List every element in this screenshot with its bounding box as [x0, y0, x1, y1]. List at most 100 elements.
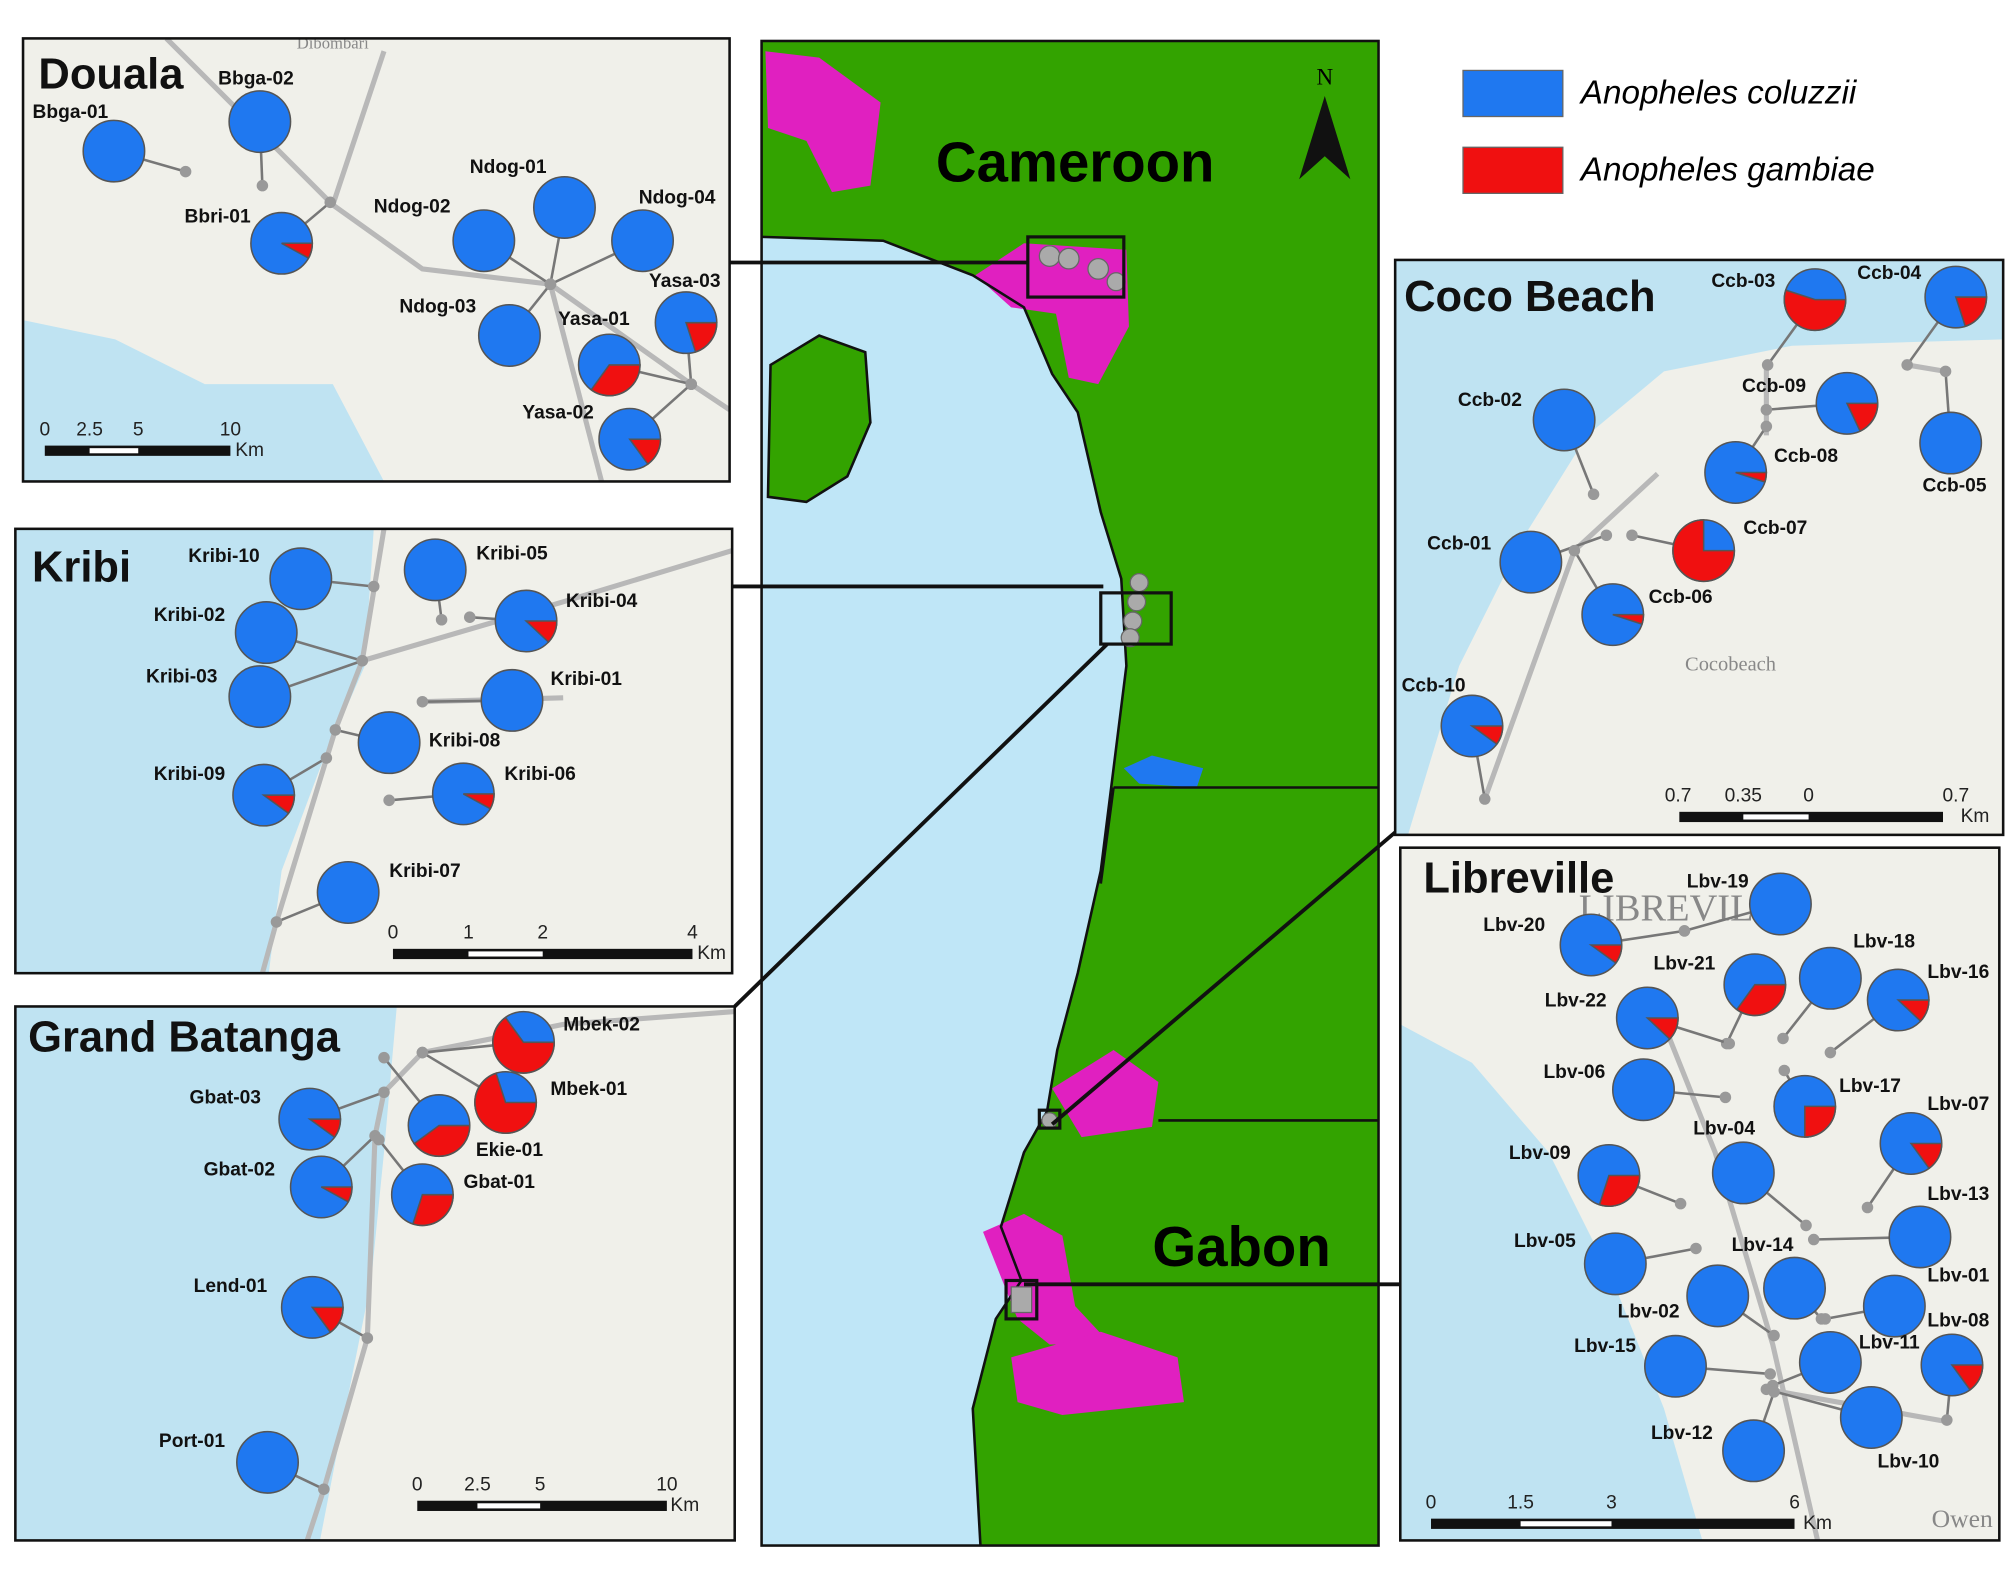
site-point [324, 196, 336, 209]
scale-tick-label: 4 [687, 923, 698, 944]
site-label: Kribi-03 [146, 666, 217, 687]
legend-label: Anopheles gambiae [1579, 151, 1875, 188]
coastline [761, 235, 1128, 1546]
scale-tick-label: 2.5 [76, 419, 103, 440]
site-point [1690, 1242, 1702, 1255]
site-point [1939, 365, 1952, 378]
site-label: Lbv-12 [1651, 1423, 1713, 1444]
inset-content: LIBREVILLEOwenLbv-19Lbv-20Lbv-21Lbv-18Lb… [1400, 847, 2000, 1541]
site-label: Ccb-10 [1402, 675, 1466, 696]
scale-bar [1679, 811, 1944, 823]
road [1661, 1023, 1821, 1541]
site-point [383, 794, 395, 807]
pie-coluzzii [403, 538, 467, 602]
site-label: Kribi-01 [551, 669, 623, 690]
pie-gambiae [462, 793, 495, 810]
pie-coluzzii [452, 209, 516, 273]
scale-tick-label: 0 [1426, 1492, 1437, 1513]
pie-coluzzii [532, 175, 596, 239]
road [547, 283, 605, 482]
inset-frame [1393, 258, 2005, 837]
scale-tick-label: 0.7 [1665, 786, 1692, 807]
pie-coluzzii [1643, 1334, 1707, 1398]
pie-gambiae [1672, 519, 1736, 583]
north-label: N [1316, 64, 1333, 90]
site-label: Kribi-06 [504, 764, 575, 785]
pie-coluzzii [228, 665, 292, 729]
site-point [544, 278, 557, 291]
inset-map: Kribi-10 Kribi-05 Kribi-04 Kribi-02 Kribi-03… [14, 527, 734, 975]
site-label: Lbv-13 [1927, 1184, 1989, 1205]
site-label: Ndog-02 [374, 197, 451, 218]
scale-tick-label: 0.7 [1942, 786, 1969, 807]
pie-coluzzii [611, 209, 675, 273]
inset-map: Mbek-02 Mbek-01 Gbat-03 Ekie-01 Gbat-02 Gbat-… [14, 1005, 736, 1542]
pie-gambiae [524, 620, 558, 644]
scale-tick-label: 0 [1803, 786, 1814, 807]
pie-coluzzii [228, 90, 292, 154]
inset-content: Dibombari Bbga-01 Bbga-02 Bbri-01 Ndog-01 Ndo… [23, 38, 730, 482]
site-label: Ccb-08 [1774, 446, 1838, 467]
site-point [435, 613, 448, 626]
inset-map: LIBREVILLEOwenLbv-19Lbv-20Lbv-21Lbv-18Lb… [1399, 846, 2001, 1542]
scale-tick-label: 5 [535, 1474, 546, 1495]
pie-gambiae [1469, 725, 1504, 746]
scale-tick-label: 1 [463, 923, 474, 944]
site-label: Kribi-02 [154, 605, 225, 626]
site-point [378, 1051, 390, 1064]
pie-gambiae [1735, 983, 1787, 1017]
site-label: Gbat-02 [204, 1159, 275, 1180]
connectors [729, 260, 1401, 1287]
inset-frame [21, 37, 731, 483]
site-point [685, 378, 697, 390]
site-point [179, 165, 192, 178]
pie-coluzzii [1611, 1058, 1675, 1122]
pie-coluzzii [82, 119, 146, 183]
island [766, 334, 872, 504]
pie-coluzzii [480, 668, 544, 732]
pie-coluzzii [236, 1430, 300, 1494]
pie-coluzzii [1888, 1205, 1952, 1269]
mangrove [1052, 1050, 1159, 1138]
road [1906, 362, 1946, 374]
scale-unit: Km [697, 943, 726, 964]
site-point [1768, 1386, 1780, 1398]
mangrove [765, 51, 881, 193]
inset-title: Libreville [1423, 854, 1614, 902]
site-label: Kribi-08 [429, 730, 501, 751]
site-point [416, 1046, 429, 1059]
site-label: Ndog-04 [639, 188, 716, 209]
inset-content: Mbek-02 Mbek-01 Gbat-03 Ekie-01 Gbat-02 Gbat-… [15, 1006, 735, 1541]
site-point [320, 752, 333, 764]
pie-gambiae [307, 1118, 342, 1139]
site-label: Lbv-15 [1574, 1336, 1636, 1357]
site-label: Ccb-02 [1458, 390, 1522, 411]
inset-title: Coco Beach [1404, 273, 1655, 321]
north-arrow [1299, 96, 1351, 180]
site-point [416, 695, 429, 708]
pie-coluzzii [1499, 530, 1563, 594]
site-point [1674, 1197, 1687, 1210]
scale-bar-segment [468, 951, 543, 957]
site-label: Lbv-16 [1927, 962, 1989, 983]
site-label: Yasa-01 [558, 309, 630, 330]
site-label: Lbv-10 [1878, 1451, 1940, 1472]
scale-tick-label: 10 [656, 1474, 677, 1495]
site-label: Ccb-01 [1427, 533, 1491, 554]
site-label: Mbek-02 [563, 1015, 640, 1036]
site-point [1800, 1219, 1812, 1232]
mangrove [975, 243, 1129, 385]
pie-gambiae [1954, 296, 1988, 328]
site-label: Ndog-01 [470, 157, 547, 178]
site-label: Gbat-03 [190, 1088, 261, 1109]
road [421, 1009, 735, 1056]
site-point [356, 654, 368, 667]
pie-coluzzii [1722, 1419, 1786, 1483]
site-point [1807, 1233, 1820, 1246]
pie-gambiae [261, 794, 296, 815]
scale-tick-label: 5 [133, 419, 144, 440]
site-label: Lbv-17 [1839, 1076, 1901, 1097]
site-point [1777, 1032, 1789, 1045]
scale-unit: Km [1803, 1513, 1832, 1534]
